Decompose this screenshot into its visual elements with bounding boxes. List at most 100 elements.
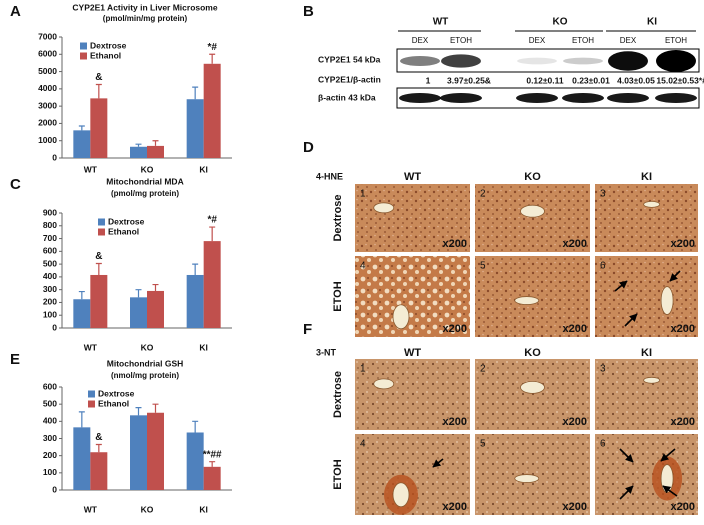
image-number: 1 (360, 189, 366, 200)
y-tick-label: 300 (43, 284, 57, 294)
lane-label: ETOH (450, 36, 472, 45)
row-label: CYP2E1 54 kDa (318, 54, 381, 64)
x-tick-label: WT (84, 342, 98, 352)
y-tick-label: 400 (43, 271, 57, 281)
y-tick-label: 6000 (38, 49, 57, 59)
group-label: KO (553, 17, 568, 28)
bar (130, 146, 147, 158)
group-label: KI (647, 17, 657, 28)
column-label: WT (404, 171, 421, 183)
band (400, 56, 440, 66)
vessel (392, 304, 410, 330)
significance-marker: *# (207, 215, 217, 226)
ratio-label: CYP2E1/β-actin (318, 74, 381, 84)
error-bar (95, 443, 102, 453)
bar (186, 432, 204, 490)
image-number: 5 (480, 261, 486, 272)
legend-label: Dextrose (108, 216, 145, 226)
micrograph (475, 359, 590, 430)
magnification: x200 (443, 323, 467, 335)
band (517, 57, 557, 65)
arrow (614, 280, 628, 292)
band (655, 93, 697, 103)
legend-label: Ethanol (98, 398, 129, 408)
panel-letter: A (10, 3, 21, 20)
image-number: 4 (360, 261, 366, 272)
y-tick-label: 200 (43, 297, 57, 307)
bar (130, 297, 147, 328)
magnification: x200 (671, 416, 695, 428)
y-tick-label: 700 (43, 233, 57, 243)
magnification: x200 (563, 238, 587, 250)
bar (203, 466, 221, 490)
image-number: 2 (480, 189, 486, 200)
panel-letter: E (10, 351, 20, 368)
ratio-value: 1 (426, 75, 431, 85)
error-bar (209, 53, 216, 64)
vessel (392, 482, 410, 508)
x-tick-label: KI (199, 504, 208, 514)
x-tick-label: KO (141, 504, 154, 514)
magnification: x200 (563, 501, 587, 513)
significance-marker: *# (207, 42, 217, 53)
legend-label: Ethanol (90, 50, 121, 60)
vessel (643, 376, 661, 384)
group-label: WT (433, 17, 449, 28)
legend-swatch (88, 400, 95, 408)
image-number: 6 (600, 261, 606, 272)
vessel (514, 474, 540, 483)
y-tick-label: 0 (52, 484, 57, 494)
bar (73, 299, 91, 328)
magnification: x200 (443, 501, 467, 513)
error-bar (78, 125, 85, 131)
micrograph (355, 359, 470, 430)
error-bar (78, 290, 85, 300)
band (608, 51, 648, 71)
y-tick-label: 400 (43, 416, 57, 426)
bar (147, 290, 164, 328)
image-number: 3 (600, 189, 606, 200)
arrow (669, 270, 681, 282)
legend-swatch (98, 228, 105, 236)
error-bar (152, 283, 159, 291)
row-label: Dextrose (332, 371, 344, 418)
x-tick-label: KO (141, 342, 154, 352)
column-label: WT (404, 347, 421, 359)
significance-marker: & (95, 432, 102, 443)
y-tick-label: 7000 (38, 31, 57, 41)
column-label: KI (641, 171, 652, 183)
lane-label: ETOH (665, 36, 687, 45)
lane-label: DEX (620, 36, 637, 45)
error-bar (135, 143, 142, 147)
y-tick-label: 300 (43, 433, 57, 443)
x-tick-label: WT (84, 504, 98, 514)
magnification: x200 (443, 416, 467, 428)
image-number: 5 (480, 439, 486, 450)
legend-label: Dextrose (98, 388, 135, 398)
micrograph (475, 184, 590, 252)
stain-label: 4-HNE (316, 171, 343, 181)
y-tick-label: 4000 (38, 83, 57, 93)
micrograph (475, 256, 590, 337)
y-tick-label: 100 (43, 467, 57, 477)
bar (147, 412, 164, 490)
band (516, 93, 558, 103)
arrow (619, 448, 634, 463)
ratio-value: 0.12±0.11 (526, 75, 564, 85)
ratio-value: 0.23±0.01 (572, 75, 610, 85)
vessel (643, 200, 661, 208)
error-bar (192, 263, 199, 275)
y-tick-label: 3000 (38, 100, 57, 110)
chart-title: Mitochondrial MDA (106, 176, 183, 186)
legend-label: Ethanol (108, 226, 139, 236)
lane-label: DEX (529, 36, 546, 45)
error-bar (135, 407, 142, 416)
significance-marker: & (95, 72, 102, 83)
y-tick-label: 200 (43, 450, 57, 460)
bar (186, 274, 204, 328)
arrow (619, 485, 634, 500)
x-tick-label: KI (199, 342, 208, 352)
magnification: x200 (563, 323, 587, 335)
micrograph (595, 359, 698, 430)
